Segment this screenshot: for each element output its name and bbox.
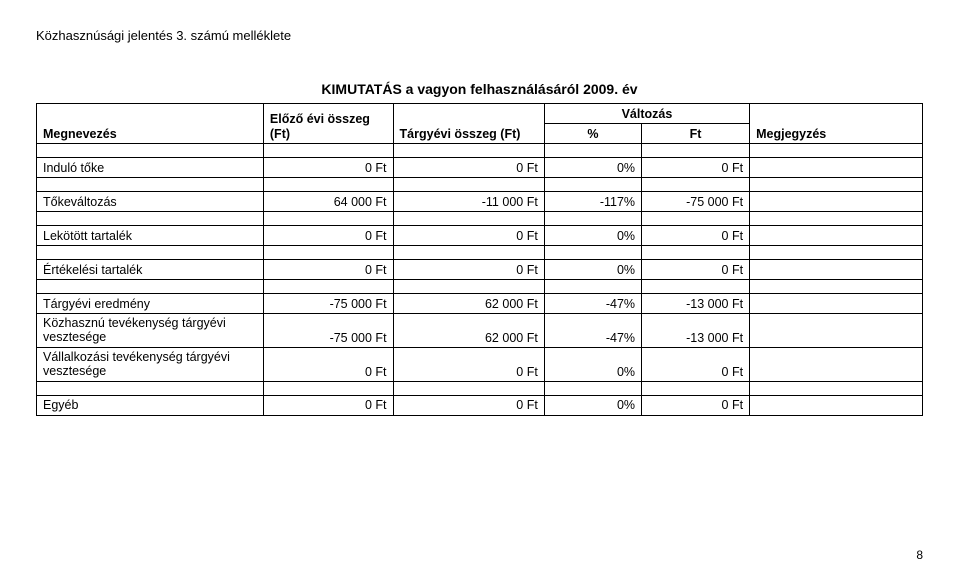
col-header-targyevi: Tárgyévi összeg (Ft): [393, 104, 544, 144]
row-pct: 0%: [544, 158, 641, 178]
col-header-pct: %: [544, 124, 641, 144]
row-ft: -75 000 Ft: [642, 192, 750, 212]
doc-header: Közhasznúsági jelentés 3. számú mellékle…: [36, 28, 923, 43]
row-ft: 0 Ft: [642, 347, 750, 381]
col-header-megnevezes: Megnevezés: [37, 104, 264, 144]
row-label: Tőkeváltozás: [37, 192, 264, 212]
row-curr: 62 000 Ft: [393, 314, 544, 348]
row-curr: 0 Ft: [393, 158, 544, 178]
col-header-megjegyzes: Megjegyzés: [750, 104, 923, 144]
row-note: [750, 314, 923, 348]
spacer-row: [37, 144, 923, 158]
row-label: Tárgyévi eredmény: [37, 294, 264, 314]
row-ft: 0 Ft: [642, 158, 750, 178]
row-label: Értékelési tartalék: [37, 260, 264, 280]
table-row: Tárgyévi eredmény -75 000 Ft 62 000 Ft -…: [37, 294, 923, 314]
row-prev: -75 000 Ft: [263, 294, 393, 314]
row-curr: -11 000 Ft: [393, 192, 544, 212]
row-prev: 0 Ft: [263, 158, 393, 178]
row-ft: 0 Ft: [642, 395, 750, 415]
row-ft: 0 Ft: [642, 260, 750, 280]
row-prev: 0 Ft: [263, 395, 393, 415]
row-note: [750, 158, 923, 178]
row-curr: 0 Ft: [393, 347, 544, 381]
row-label: Egyéb: [37, 395, 264, 415]
row-pct: -47%: [544, 294, 641, 314]
spacer-row: [37, 246, 923, 260]
row-note: [750, 226, 923, 246]
page-number: 8: [916, 548, 923, 562]
row-note: [750, 192, 923, 212]
row-ft: 0 Ft: [642, 226, 750, 246]
col-header-elozo: Előző évi összeg (Ft): [263, 104, 393, 144]
row-ft: -13 000 Ft: [642, 294, 750, 314]
col-header-ft: Ft: [642, 124, 750, 144]
table-header-row-1: Megnevezés Előző évi összeg (Ft) Tárgyév…: [37, 104, 923, 124]
row-pct: -47%: [544, 314, 641, 348]
row-pct: 0%: [544, 226, 641, 246]
table-row: Lekötött tartalék 0 Ft 0 Ft 0% 0 Ft: [37, 226, 923, 246]
table-row: Értékelési tartalék 0 Ft 0 Ft 0% 0 Ft: [37, 260, 923, 280]
table-row: Közhasznú tevékenység tárgyévi veszteség…: [37, 314, 923, 348]
row-label: Lekötött tartalék: [37, 226, 264, 246]
row-pct: 0%: [544, 260, 641, 280]
row-note: [750, 395, 923, 415]
row-label: Induló tőke: [37, 158, 264, 178]
row-prev: 0 Ft: [263, 226, 393, 246]
row-curr: 62 000 Ft: [393, 294, 544, 314]
row-prev: 0 Ft: [263, 347, 393, 381]
row-prev: 64 000 Ft: [263, 192, 393, 212]
row-ft: -13 000 Ft: [642, 314, 750, 348]
row-label: Vállalkozási tevékenység tárgyévi veszte…: [37, 347, 264, 381]
table-row: Egyéb 0 Ft 0 Ft 0% 0 Ft: [37, 395, 923, 415]
row-note: [750, 294, 923, 314]
table-row: Tőkeváltozás 64 000 Ft -11 000 Ft -117% …: [37, 192, 923, 212]
page-title: KIMUTATÁS a vagyon felhasználásáról 2009…: [36, 81, 923, 97]
row-curr: 0 Ft: [393, 260, 544, 280]
statement-table: Megnevezés Előző évi összeg (Ft) Tárgyév…: [36, 103, 923, 416]
row-curr: 0 Ft: [393, 226, 544, 246]
table-row: Induló tőke 0 Ft 0 Ft 0% 0 Ft: [37, 158, 923, 178]
row-curr: 0 Ft: [393, 395, 544, 415]
row-note: [750, 347, 923, 381]
row-prev: 0 Ft: [263, 260, 393, 280]
row-pct: 0%: [544, 395, 641, 415]
spacer-row: [37, 178, 923, 192]
spacer-row: [37, 212, 923, 226]
col-header-valtozas: Változás: [544, 104, 749, 124]
row-pct: -117%: [544, 192, 641, 212]
spacer-row: [37, 280, 923, 294]
row-prev: -75 000 Ft: [263, 314, 393, 348]
table-row: Vállalkozási tevékenység tárgyévi veszte…: [37, 347, 923, 381]
spacer-row: [37, 381, 923, 395]
row-note: [750, 260, 923, 280]
row-pct: 0%: [544, 347, 641, 381]
row-label: Közhasznú tevékenység tárgyévi veszteség…: [37, 314, 264, 348]
